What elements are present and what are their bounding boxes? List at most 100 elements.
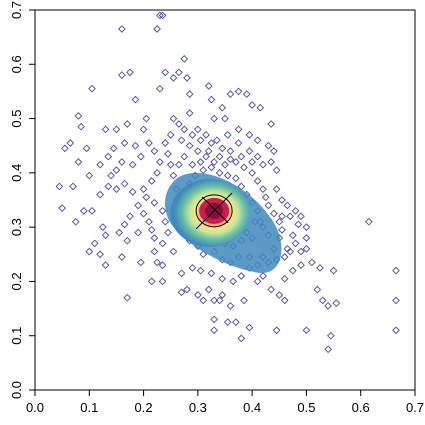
data-point [204, 285, 213, 294]
data-point [158, 277, 167, 286]
data-point [240, 296, 248, 305]
data-point [150, 234, 159, 242]
data-point [291, 207, 300, 215]
data-point [270, 147, 278, 155]
data-point [134, 201, 142, 210]
data-point [324, 302, 332, 310]
data-point [194, 125, 202, 134]
y-tick-label: 0.4 [9, 164, 24, 182]
data-point [215, 152, 224, 161]
data-point [278, 212, 286, 221]
data-point [120, 179, 129, 188]
data-point [226, 155, 235, 164]
data-point [204, 82, 213, 90]
y-tick-label: 0.2 [9, 272, 24, 290]
data-point [158, 11, 167, 20]
data-point [261, 193, 270, 202]
data-point [74, 158, 83, 166]
data-point [240, 163, 248, 172]
data-point [234, 139, 243, 147]
data-point [253, 152, 262, 161]
data-point [218, 274, 227, 283]
data-point [267, 158, 275, 166]
data-point [248, 169, 256, 177]
data-point [156, 158, 164, 166]
data-point [232, 174, 240, 183]
data-point [289, 231, 297, 240]
data-point [175, 160, 183, 169]
data-point [226, 302, 235, 310]
data-point [204, 147, 213, 155]
data-point [147, 277, 156, 286]
data-point [69, 182, 77, 191]
x-tick-label: 0.1 [80, 400, 98, 415]
data-point [74, 112, 83, 120]
data-point [232, 158, 240, 166]
data-point [101, 231, 110, 240]
data-point [145, 217, 153, 226]
data-point [270, 209, 278, 218]
data-point [177, 136, 186, 145]
data-point [253, 277, 262, 286]
y-tick-label: 0.6 [9, 55, 24, 73]
data-point [131, 141, 140, 150]
y-tick-label: 0.1 [9, 327, 24, 345]
data-point [237, 152, 246, 161]
data-point [196, 266, 205, 275]
data-point [248, 101, 256, 109]
data-point [199, 250, 208, 259]
data-point [118, 25, 126, 33]
data-point [112, 166, 121, 174]
data-point [188, 131, 197, 139]
data-point [221, 114, 229, 123]
data-point [259, 160, 267, 169]
data-point [177, 288, 186, 297]
data-point [245, 147, 254, 155]
data-point [142, 193, 151, 202]
data-point [302, 245, 311, 253]
data-point [392, 296, 400, 305]
data-point [234, 87, 243, 96]
data-point [259, 272, 267, 280]
data-point [213, 136, 221, 145]
data-point [207, 269, 216, 278]
data-point [120, 220, 129, 229]
data-point [286, 247, 294, 256]
data-point [153, 258, 161, 267]
data-point [289, 266, 297, 275]
data-point [188, 160, 197, 169]
x-tick-label: 0.2 [135, 400, 153, 415]
data-point [137, 258, 145, 267]
data-point [150, 147, 159, 155]
data-point [183, 285, 191, 294]
data-point [313, 285, 322, 294]
y-axis: 0.0 0.1 0.2 0.3 0.4 0.5 0.6 0.7 [9, 1, 35, 399]
data-point [210, 158, 218, 166]
data-point [147, 226, 156, 234]
mode-cross-marker [195, 192, 233, 230]
x-tick-label: 0.7 [406, 400, 424, 415]
data-point [245, 131, 254, 139]
y-tick-label: 0.5 [9, 110, 24, 128]
data-point [58, 204, 66, 212]
data-point [264, 201, 273, 210]
data-point [275, 217, 284, 226]
data-point [286, 212, 294, 221]
data-point [112, 125, 121, 134]
data-point [245, 323, 254, 332]
data-point [332, 299, 341, 307]
y-tick-label: 0.0 [9, 381, 24, 399]
data-point [142, 114, 151, 123]
data-point [166, 131, 175, 139]
data-point [175, 68, 183, 77]
x-tick-label: 0.6 [352, 400, 370, 415]
data-point [66, 139, 75, 147]
data-point [215, 169, 224, 177]
data-point [302, 326, 311, 335]
data-point [88, 207, 96, 215]
data-point [177, 269, 186, 278]
data-point [123, 236, 132, 245]
data-point [218, 144, 227, 153]
data-point [158, 239, 167, 248]
data-point [196, 158, 205, 166]
